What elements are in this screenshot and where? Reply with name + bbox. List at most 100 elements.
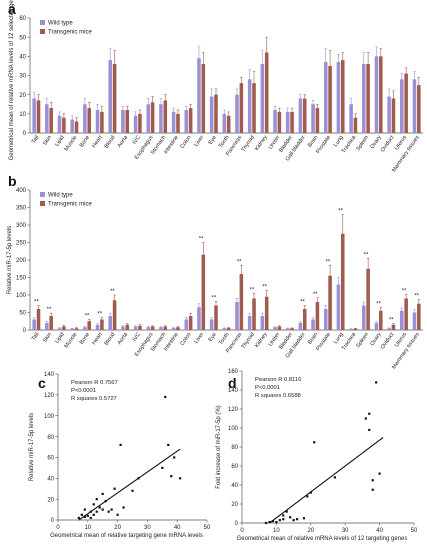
bar-wild-type: [209, 319, 214, 330]
legend-swatch: [40, 201, 45, 206]
x-tick-label: Spleen: [355, 135, 370, 152]
data-point: [282, 514, 285, 517]
x-tick-label: Liver: [194, 332, 206, 345]
panel-c: 0 20 40 60 80 100 120 140 0 10 20 30 40 50Geometrical…: [29, 372, 211, 539]
x-tick-label: 10: [84, 525, 91, 531]
data-point: [83, 515, 86, 518]
bar-transgenic: [302, 98, 307, 133]
bar-wild-type: [362, 64, 366, 133]
x-tick-label: Kidney: [254, 135, 269, 152]
bar-transgenic: [214, 305, 218, 330]
x-tick-label: Trachea: [341, 134, 358, 155]
bar-wild-type: [83, 104, 87, 133]
bar-wild-type: [247, 316, 252, 330]
bar-wild-type: [197, 58, 201, 133]
bar-transgenic: [62, 326, 66, 330]
bar-wild-type: [83, 327, 87, 330]
bar-transgenic: [315, 302, 320, 330]
bar-wild-type: [159, 104, 163, 133]
bar-wild-type: [349, 328, 353, 330]
data-point: [375, 381, 378, 384]
bar-wild-type: [311, 319, 315, 330]
bar-wild-type: [336, 62, 341, 134]
y-tick-label: 50: [19, 311, 26, 317]
y-tick-label: 80: [231, 445, 238, 451]
bar-wild-type: [133, 115, 138, 133]
stat-annotation: Pearson R 0.7567: [71, 380, 118, 386]
bar-transgenic: [404, 73, 408, 133]
bar-wild-type: [146, 104, 151, 133]
y-tick-label: 40: [47, 476, 54, 482]
stat-annotation: R squares 0.5727: [71, 396, 117, 402]
significance-marker: **: [85, 314, 90, 320]
bar-wild-type: [412, 79, 417, 133]
bar-transgenic: [252, 298, 256, 330]
data-point: [368, 412, 371, 415]
x-tick-label: 10: [273, 528, 280, 534]
bar-transgenic: [290, 328, 294, 330]
legend-label: Transgenic mice: [48, 30, 92, 36]
bar-wild-type: [32, 319, 36, 330]
y-tick-label: 20: [19, 93, 26, 99]
x-tick-label: 50: [204, 525, 211, 531]
bar-transgenic: [379, 56, 383, 134]
x-tick-label: Heart: [91, 331, 104, 346]
significance-marker: **: [237, 259, 242, 265]
bar-wild-type: [184, 110, 189, 133]
x-tick-label: Muscle: [64, 135, 79, 153]
x-tick-label: Brain: [307, 332, 319, 346]
bar-wild-type: [209, 96, 214, 133]
y-tick-label: 120: [228, 407, 239, 413]
bar-transgenic: [366, 268, 370, 330]
bar-transgenic: [264, 52, 269, 133]
y-tick-label: 400: [16, 188, 27, 194]
x-tick-label: Colon: [179, 332, 192, 347]
x-tick-label: 30: [144, 525, 151, 531]
bar-transgenic: [62, 117, 66, 133]
y-tick-label: 140: [44, 372, 55, 378]
y-tick-label: 0: [23, 131, 27, 137]
bar-transgenic: [214, 94, 218, 133]
y-axis-title: Relative miR-17-5p levels: [29, 413, 35, 481]
significance-marker: **: [250, 287, 255, 293]
bar-wild-type: [323, 309, 328, 330]
bar-transgenic: [404, 298, 408, 330]
y-tick-label: 120: [44, 393, 55, 399]
y-tick-label: 0: [51, 518, 55, 524]
data-point: [164, 395, 167, 399]
y-tick-label: 140: [228, 388, 239, 394]
x-tick-label: IVC: [132, 332, 142, 343]
bar-wild-type: [108, 316, 113, 330]
significance-marker: **: [34, 300, 39, 306]
bar-transgenic: [74, 121, 79, 133]
bar-wild-type: [323, 62, 328, 134]
bar-transgenic: [163, 100, 168, 133]
data-point: [80, 513, 83, 516]
bar-wild-type: [362, 305, 366, 330]
data-point: [378, 472, 381, 475]
bar-transgenic: [176, 327, 180, 330]
x-tick-label: Bone: [79, 135, 91, 149]
x-tick-label: Muscle: [64, 332, 79, 350]
data-point: [104, 500, 107, 503]
bar-transgenic: [328, 275, 332, 330]
bar-wild-type: [133, 326, 138, 330]
significance-marker: **: [199, 237, 204, 243]
bar-transgenic: [176, 113, 180, 133]
x-tick-label: Blood: [104, 332, 117, 347]
bar-wild-type: [247, 79, 252, 133]
x-tick-label: IVC: [132, 135, 142, 146]
data-point: [170, 475, 173, 478]
bar-transgenic: [201, 64, 206, 133]
data-point: [292, 519, 295, 522]
bar-wild-type: [298, 323, 303, 330]
bar-wild-type: [57, 115, 62, 133]
significance-marker: **: [338, 209, 343, 215]
bar-transgenic: [315, 108, 320, 133]
x-tick-label: Tail: [31, 135, 41, 145]
bar-transgenic: [74, 328, 79, 330]
bar-wild-type: [171, 327, 176, 330]
y-tick-label: 100: [44, 414, 55, 420]
y-tick-label: 20: [47, 497, 54, 503]
bar-wild-type: [298, 98, 303, 133]
